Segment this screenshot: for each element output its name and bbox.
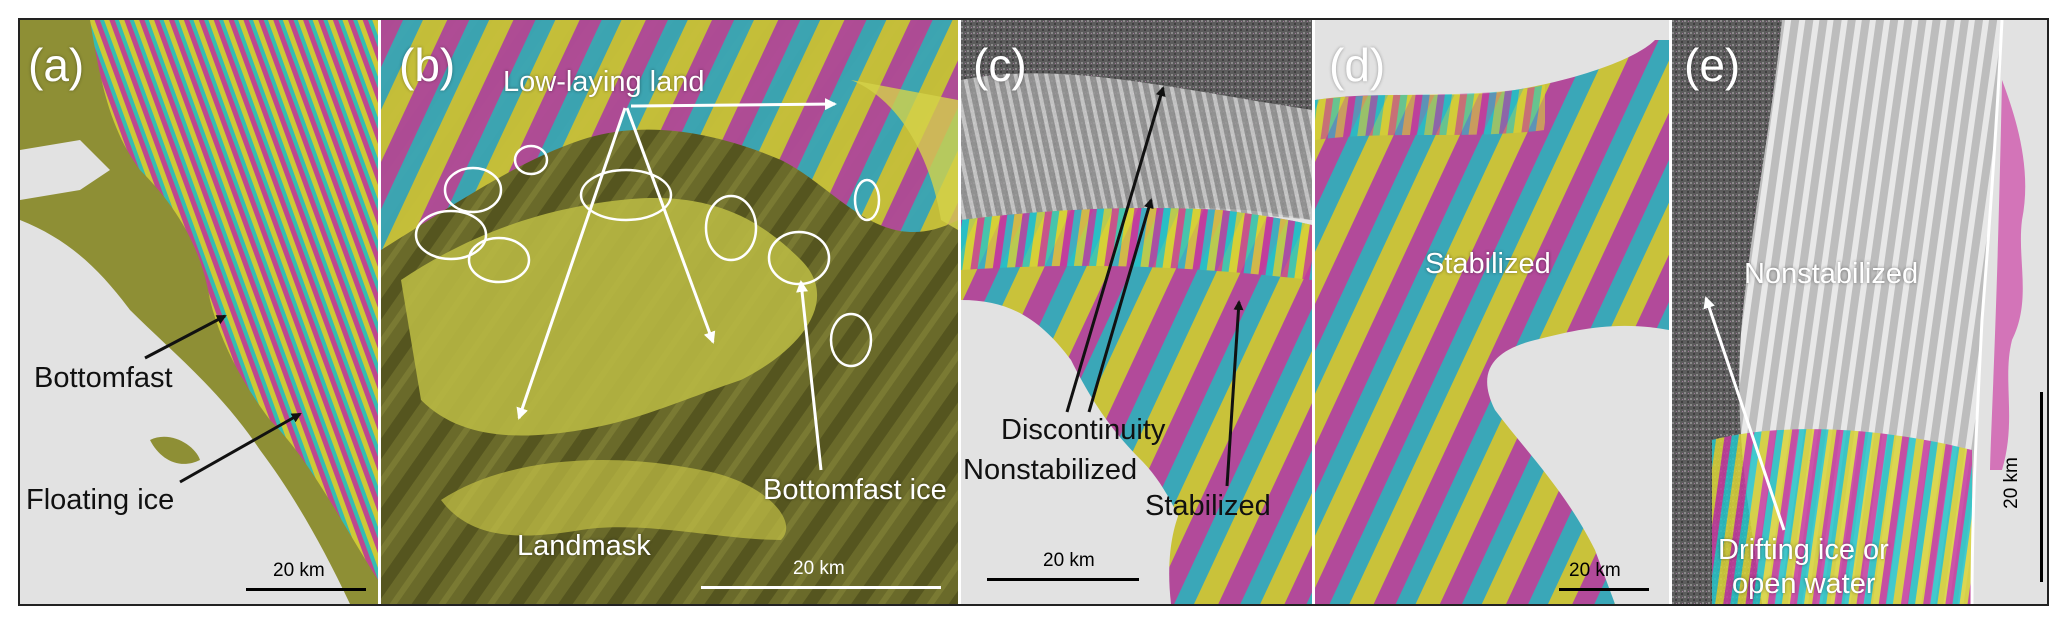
nonstabilized-annotation-e: Nonstabilized: [1744, 258, 1919, 290]
panel-a-scalebar: 20 km: [246, 560, 366, 596]
panel-b-label: (b): [399, 39, 456, 91]
drifting-ice-annotation-line2: open water: [1732, 568, 1876, 600]
panel-d: (d) Stabilized 20 km: [1315, 20, 1669, 604]
nonstabilized-annotation-c: Nonstabilized: [963, 454, 1138, 486]
floating-ice-annotation: Floating ice: [26, 484, 175, 516]
divider-ab: [378, 20, 381, 604]
panel-e-scale-line: [2040, 392, 2043, 582]
panel-e-image: [1672, 20, 2047, 604]
panel-a-label: (a): [28, 39, 85, 91]
panel-c: (c) Discontinuity Nonstabilized Stabiliz…: [961, 20, 1312, 604]
drifting-ice-annotation-line1: Drifting ice or: [1718, 534, 1889, 566]
panel-d-scale-line: [1559, 588, 1649, 591]
panel-d-scale-text: 20 km: [1569, 560, 1621, 581]
divider-bc: [958, 20, 961, 604]
bottomfast-ice-annotation: Bottomfast ice: [763, 474, 947, 506]
stabilized-annotation-d: Stabilized: [1425, 248, 1551, 280]
panel-c-scale-line: [987, 578, 1139, 581]
panel-b-scalebar: 20 km: [701, 558, 941, 594]
panel-c-scalebar: 20 km: [987, 550, 1139, 586]
divider-de: [1669, 20, 1672, 604]
figure-frame: (a) Bottomfast Floating ice 20 km: [18, 18, 2049, 606]
panel-b-scale-line: [701, 586, 941, 589]
divider-cd: [1312, 20, 1315, 604]
panel-a-scale-line: [246, 588, 366, 591]
panel-c-scale-text: 20 km: [1043, 550, 1095, 571]
low-laying-land-annotation: Low-laying land: [503, 66, 705, 98]
bottomfast-annotation: Bottomfast: [34, 362, 173, 394]
landmask-annotation: Landmask: [517, 530, 651, 562]
panel-e: (e) Nonstabilized Drifting ice or open w…: [1672, 20, 2047, 604]
panel-d-label: (d): [1329, 39, 1386, 91]
panel-b-image: [381, 20, 958, 604]
panel-b: (b) Low-laying land Bottomfast ice Landm…: [381, 20, 958, 604]
panel-c-label: (c): [973, 39, 1027, 91]
panel-e-scale-text: 20 km: [2000, 457, 2022, 509]
panel-a-scale-text: 20 km: [273, 560, 325, 581]
panel-b-scale-text: 20 km: [793, 558, 845, 579]
panel-d-image: [1315, 20, 1669, 604]
panel-a-image: [20, 20, 378, 604]
panel-a: (a) Bottomfast Floating ice 20 km: [20, 20, 378, 604]
panel-e-label: (e): [1684, 39, 1741, 91]
stabilized-annotation-c: Stabilized: [1145, 490, 1271, 522]
discontinuity-annotation: Discontinuity: [1001, 414, 1166, 446]
panel-e-scalebar: 20 km: [2001, 392, 2047, 582]
panel-d-scalebar: 20 km: [1559, 560, 1649, 596]
